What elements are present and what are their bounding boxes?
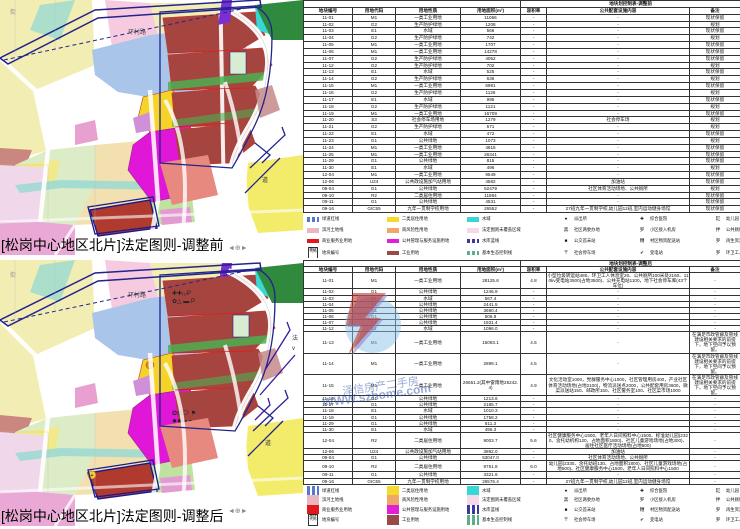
svg-text:◄⊕►: ◄⊕► bbox=[228, 508, 248, 515]
svg-text:+: + bbox=[91, 473, 94, 479]
svg-text:道: 道 bbox=[262, 176, 268, 184]
svg-text:环村路: 环村路 bbox=[128, 28, 146, 36]
svg-text:法: 法 bbox=[292, 334, 298, 342]
svg-text:✪由⊃ ⚑: ✪由⊃ ⚑ bbox=[172, 409, 196, 417]
svg-text:✿△ ▬ P: ✿△ ▬ P bbox=[172, 298, 195, 305]
svg-text:街: 街 bbox=[10, 8, 16, 16]
svg-text:✚✚₍₁₎P: ✚✚₍₁₎P bbox=[172, 290, 191, 297]
svg-text:环村路: 环村路 bbox=[128, 291, 146, 299]
svg-text:街: 街 bbox=[10, 271, 16, 279]
svg-text:道: 道 bbox=[265, 439, 271, 447]
svg-text:◄⊕►: ◄⊕► bbox=[228, 245, 248, 252]
svg-text:v: v bbox=[292, 346, 295, 352]
